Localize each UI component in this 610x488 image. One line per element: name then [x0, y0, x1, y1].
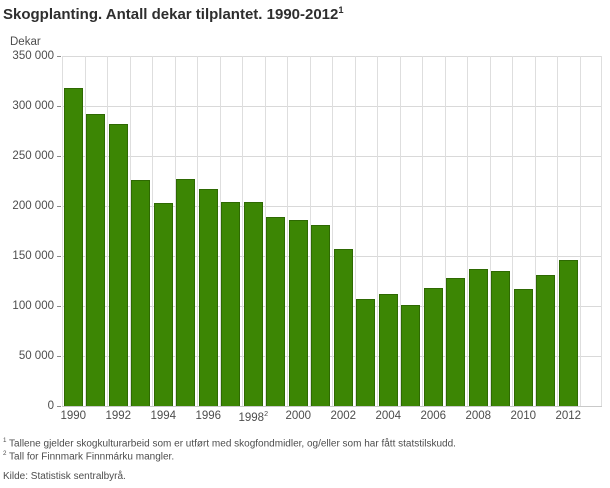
x-axis-label-1998: 19982	[238, 410, 269, 424]
footnote-1-marker: 1	[3, 437, 7, 444]
x-gridline	[354, 56, 356, 406]
y-axis-label: 200 000	[12, 200, 54, 212]
x-gridline	[489, 56, 491, 406]
x-gridline	[579, 56, 581, 406]
y-axis-label: 250 000	[12, 150, 54, 162]
y-axis-label: 100 000	[12, 300, 54, 312]
x-gridline	[264, 56, 266, 406]
x-gridline	[152, 56, 153, 406]
bar-2012	[558, 260, 578, 406]
chart-title-footnote-marker: 1	[338, 5, 344, 15]
x-gridline	[422, 56, 423, 406]
x-axis-footnote-marker: 2	[264, 410, 269, 418]
bar-2009	[491, 271, 511, 406]
y-axis-tick	[57, 56, 61, 57]
y-axis-label: 0	[47, 400, 54, 412]
bar-1994	[153, 203, 173, 406]
x-gridline	[219, 56, 221, 406]
x-axis-label-2004: 2004	[375, 410, 402, 422]
x-gridline	[62, 56, 63, 406]
x-gridline	[601, 56, 602, 406]
bar-1995	[176, 179, 196, 406]
bar-1990	[63, 88, 83, 406]
x-gridline	[129, 56, 131, 406]
bar-1991	[86, 114, 106, 406]
x-gridline	[309, 56, 311, 406]
x-axis-label-2002: 2002	[330, 410, 357, 422]
x-axis-label-2008: 2008	[465, 410, 492, 422]
bar-2001	[311, 225, 331, 406]
bar-2010	[513, 289, 533, 406]
footnote-2-text: Tall for Finnmark Finnmárku mangler.	[6, 451, 175, 463]
x-axis-label-1990: 1990	[60, 410, 87, 422]
x-gridline	[399, 56, 401, 406]
source-note: Kilde: Statistisk sentralbyrå.	[3, 471, 126, 482]
x-axis-label-2012: 2012	[555, 410, 582, 422]
bar-2011	[536, 275, 556, 406]
bar-2007	[446, 278, 466, 406]
x-axis-label-1994: 1994	[150, 410, 177, 422]
y-axis-tick	[57, 106, 61, 107]
y-axis-label: 50 000	[18, 350, 54, 362]
bar-1999	[266, 217, 286, 406]
x-gridline	[377, 56, 378, 406]
y-axis-tick	[57, 256, 61, 257]
bar-2006	[423, 288, 443, 406]
x-gridline	[84, 56, 86, 406]
x-gridline	[467, 56, 468, 406]
x-axis-label-2010: 2010	[510, 410, 537, 422]
y-axis-label: 150 000	[12, 250, 54, 262]
bar-2003	[356, 299, 376, 406]
chart-title-text: Skogplanting. Antall dekar tilplantet. 1…	[3, 6, 339, 23]
bar-1993	[131, 180, 151, 406]
x-gridline	[197, 56, 198, 406]
footnote-2: 2 Tall for Finnmark Finnmárku mangler.	[3, 450, 174, 462]
bar-1998	[243, 202, 263, 406]
y-axis-tick	[57, 406, 61, 407]
x-gridline	[287, 56, 288, 406]
bar-2000	[288, 220, 308, 406]
y-gridline	[62, 406, 602, 407]
chart-title: Skogplanting. Antall dekar tilplantet. 1…	[3, 5, 344, 23]
x-gridline	[242, 56, 243, 406]
footnote-1: 1 Tallene gjelder skogkulturarbeid som e…	[3, 437, 456, 449]
x-axis-label-2006: 2006	[420, 410, 447, 422]
x-gridline	[512, 56, 513, 406]
y-axis-tick	[57, 356, 61, 357]
y-axis-unit-label: Dekar	[10, 36, 41, 48]
x-axis-label-2000: 2000	[285, 410, 312, 422]
x-gridline	[557, 56, 558, 406]
y-axis-tick	[57, 206, 61, 207]
x-gridline	[444, 56, 446, 406]
bar-2005	[401, 305, 421, 406]
y-axis-tick	[57, 306, 61, 307]
bar-1992	[108, 124, 128, 406]
bar-1996	[198, 189, 218, 406]
y-axis-label: 350 000	[12, 50, 54, 62]
footnote-1-text: Tallene gjelder skogkulturarbeid som er …	[6, 438, 456, 450]
bar-1997	[221, 202, 241, 406]
x-axis-label-1996: 1996	[195, 410, 222, 422]
bar-2008	[468, 269, 488, 406]
x-gridline	[107, 56, 108, 406]
bar-2002	[333, 249, 353, 406]
x-gridline	[332, 56, 333, 406]
x-gridline	[174, 56, 176, 406]
footnote-2-marker: 2	[3, 450, 7, 457]
x-gridline	[534, 56, 536, 406]
y-axis-label: 300 000	[12, 100, 54, 112]
x-axis-label-1992: 1992	[105, 410, 132, 422]
y-axis-tick	[57, 156, 61, 157]
plot-area	[62, 56, 602, 407]
bar-2004	[378, 294, 398, 406]
